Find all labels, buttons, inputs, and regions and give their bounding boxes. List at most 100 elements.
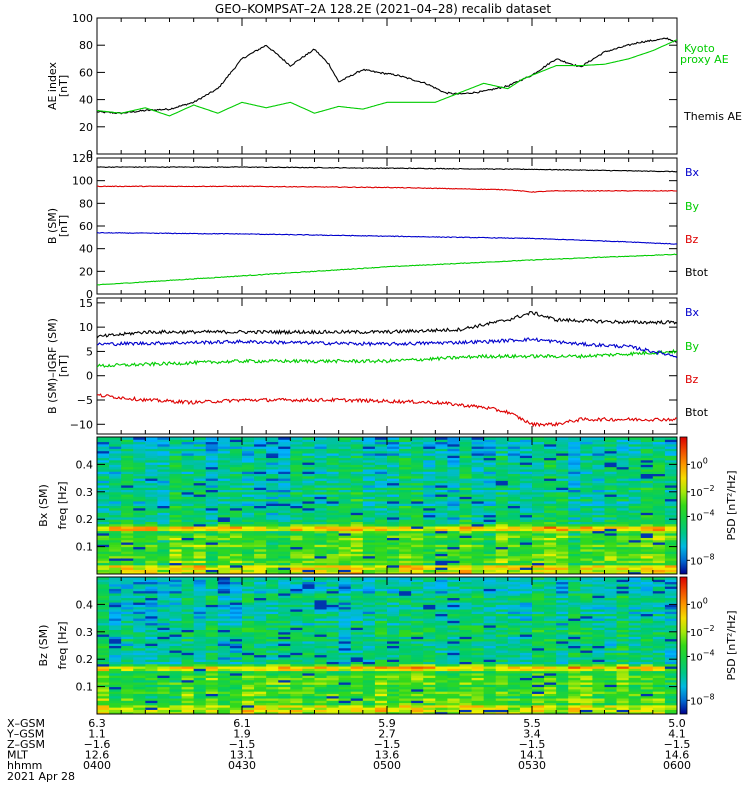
spectrogram-cell	[592, 452, 605, 456]
spectrogram-cell	[326, 624, 340, 628]
spectrogram-cell	[435, 471, 448, 475]
spectrogram-cell	[447, 535, 460, 538]
spectrogram-cell	[374, 496, 388, 500]
spectrogram-cell	[205, 709, 219, 713]
spectrogram-cell	[507, 459, 521, 463]
spectrogram-cell	[278, 496, 291, 500]
spectrogram-cell	[278, 675, 291, 678]
spectrogram-cell	[97, 698, 110, 701]
spectrogram-cell	[411, 668, 424, 672]
spectrogram-cell	[133, 608, 146, 612]
spectrogram-cell	[97, 462, 110, 465]
spectrogram-cell	[169, 698, 183, 701]
spectrogram-cell	[314, 652, 328, 656]
spectrogram-cell	[290, 489, 303, 493]
spectrogram-cell	[266, 652, 279, 656]
spectrogram-cell	[592, 464, 605, 468]
spectrogram-cell	[399, 507, 412, 511]
spectrogram-cell	[169, 629, 183, 633]
spectrogram-cell	[326, 544, 340, 548]
spectrogram-cell	[109, 700, 122, 704]
spectrogram-cell	[362, 583, 376, 587]
spectrogram-cell	[423, 636, 436, 640]
spectrogram-cell	[242, 581, 255, 585]
spectrogram-cell	[411, 567, 424, 570]
spectrogram-cell	[664, 544, 678, 548]
spectrogram-cell	[157, 455, 170, 459]
spectrogram-cell	[350, 592, 364, 596]
spectrogram-cell	[242, 693, 255, 697]
spectrogram-cell	[495, 503, 509, 506]
spectrogram-cell	[350, 521, 364, 525]
spectrogram-cell	[652, 528, 666, 532]
spectrogram-cell	[495, 480, 509, 484]
spectrogram-cell	[97, 700, 110, 704]
spectrogram-cell	[314, 473, 328, 477]
spectrogram-cell	[314, 459, 328, 463]
spectrogram-cell	[169, 579, 183, 583]
spectrogram-cell	[133, 457, 146, 461]
spectrogram-cell	[435, 478, 448, 481]
spectrogram-cell	[435, 480, 448, 484]
spectrogram-cell	[423, 709, 436, 713]
spectrogram-cell	[266, 679, 279, 683]
spectrogram-cell	[266, 478, 279, 481]
spectrogram-cell	[592, 482, 605, 486]
spectrogram-cell	[640, 468, 654, 472]
spectrogram-cell	[592, 500, 605, 504]
spectrogram-cell	[242, 571, 255, 575]
spectrogram-cell	[97, 656, 110, 660]
spectrogram-cell	[338, 441, 352, 445]
spectrogram-cell	[278, 604, 291, 608]
spectrogram-cell	[652, 516, 666, 520]
spectrogram-cell	[447, 471, 460, 475]
spectrogram-cell	[519, 567, 533, 570]
spectrogram-cell	[133, 581, 146, 585]
spectrogram-cell	[109, 528, 122, 532]
spectrogram-cell	[447, 443, 460, 447]
spectrogram-cell	[217, 638, 231, 642]
spectrogram-cell	[459, 544, 473, 548]
spectrogram-cell	[121, 443, 134, 447]
spectrogram-cell	[302, 704, 315, 708]
spectrogram-cell	[109, 489, 122, 493]
spectrogram-cell	[181, 608, 195, 612]
spectrogram-cell	[242, 583, 255, 587]
spectrogram-cell	[109, 672, 122, 676]
spectrogram-cell	[338, 688, 352, 692]
spectrogram-cell	[580, 494, 593, 497]
spectrogram-cell	[133, 672, 146, 676]
legend-bz: Bz	[685, 233, 699, 246]
spectrogram-cell	[109, 505, 122, 509]
spectrogram-cell	[302, 526, 315, 529]
spectrogram-cell	[169, 553, 183, 557]
spectrogram-cell	[97, 611, 110, 615]
spectrogram-cell	[97, 677, 110, 681]
spectrogram-cell	[278, 455, 291, 459]
spectrogram-cell	[483, 510, 497, 513]
spectrogram-cell	[326, 452, 340, 456]
spectrogram-cell	[278, 494, 291, 497]
spectrogram-cell	[217, 475, 231, 479]
spectrogram-cell	[616, 514, 630, 518]
spectrogram-cell	[205, 500, 219, 504]
spectrogram-cell	[544, 491, 557, 495]
spectrogram-cell	[326, 711, 340, 715]
spectrogram-cell	[556, 553, 569, 557]
spectrogram-cell	[568, 507, 581, 511]
spectrogram-cell	[121, 569, 134, 573]
spectrogram-cell	[387, 462, 400, 465]
spectrogram-cell	[97, 496, 110, 500]
spectrogram-cell	[109, 691, 122, 694]
spectrogram-cell	[157, 462, 170, 465]
spectrogram-cell	[350, 468, 364, 472]
spectrogram-cell	[193, 448, 207, 452]
spectrogram-cell	[362, 530, 376, 534]
spectrogram-cell	[459, 482, 473, 486]
spectrogram-cell	[447, 577, 460, 580]
spectrogram-cell	[471, 437, 485, 440]
spectrogram-cell	[169, 450, 183, 454]
spectrogram-cell	[664, 523, 678, 527]
spectrogram-cell	[229, 615, 243, 619]
spectrogram-cell	[338, 583, 352, 587]
